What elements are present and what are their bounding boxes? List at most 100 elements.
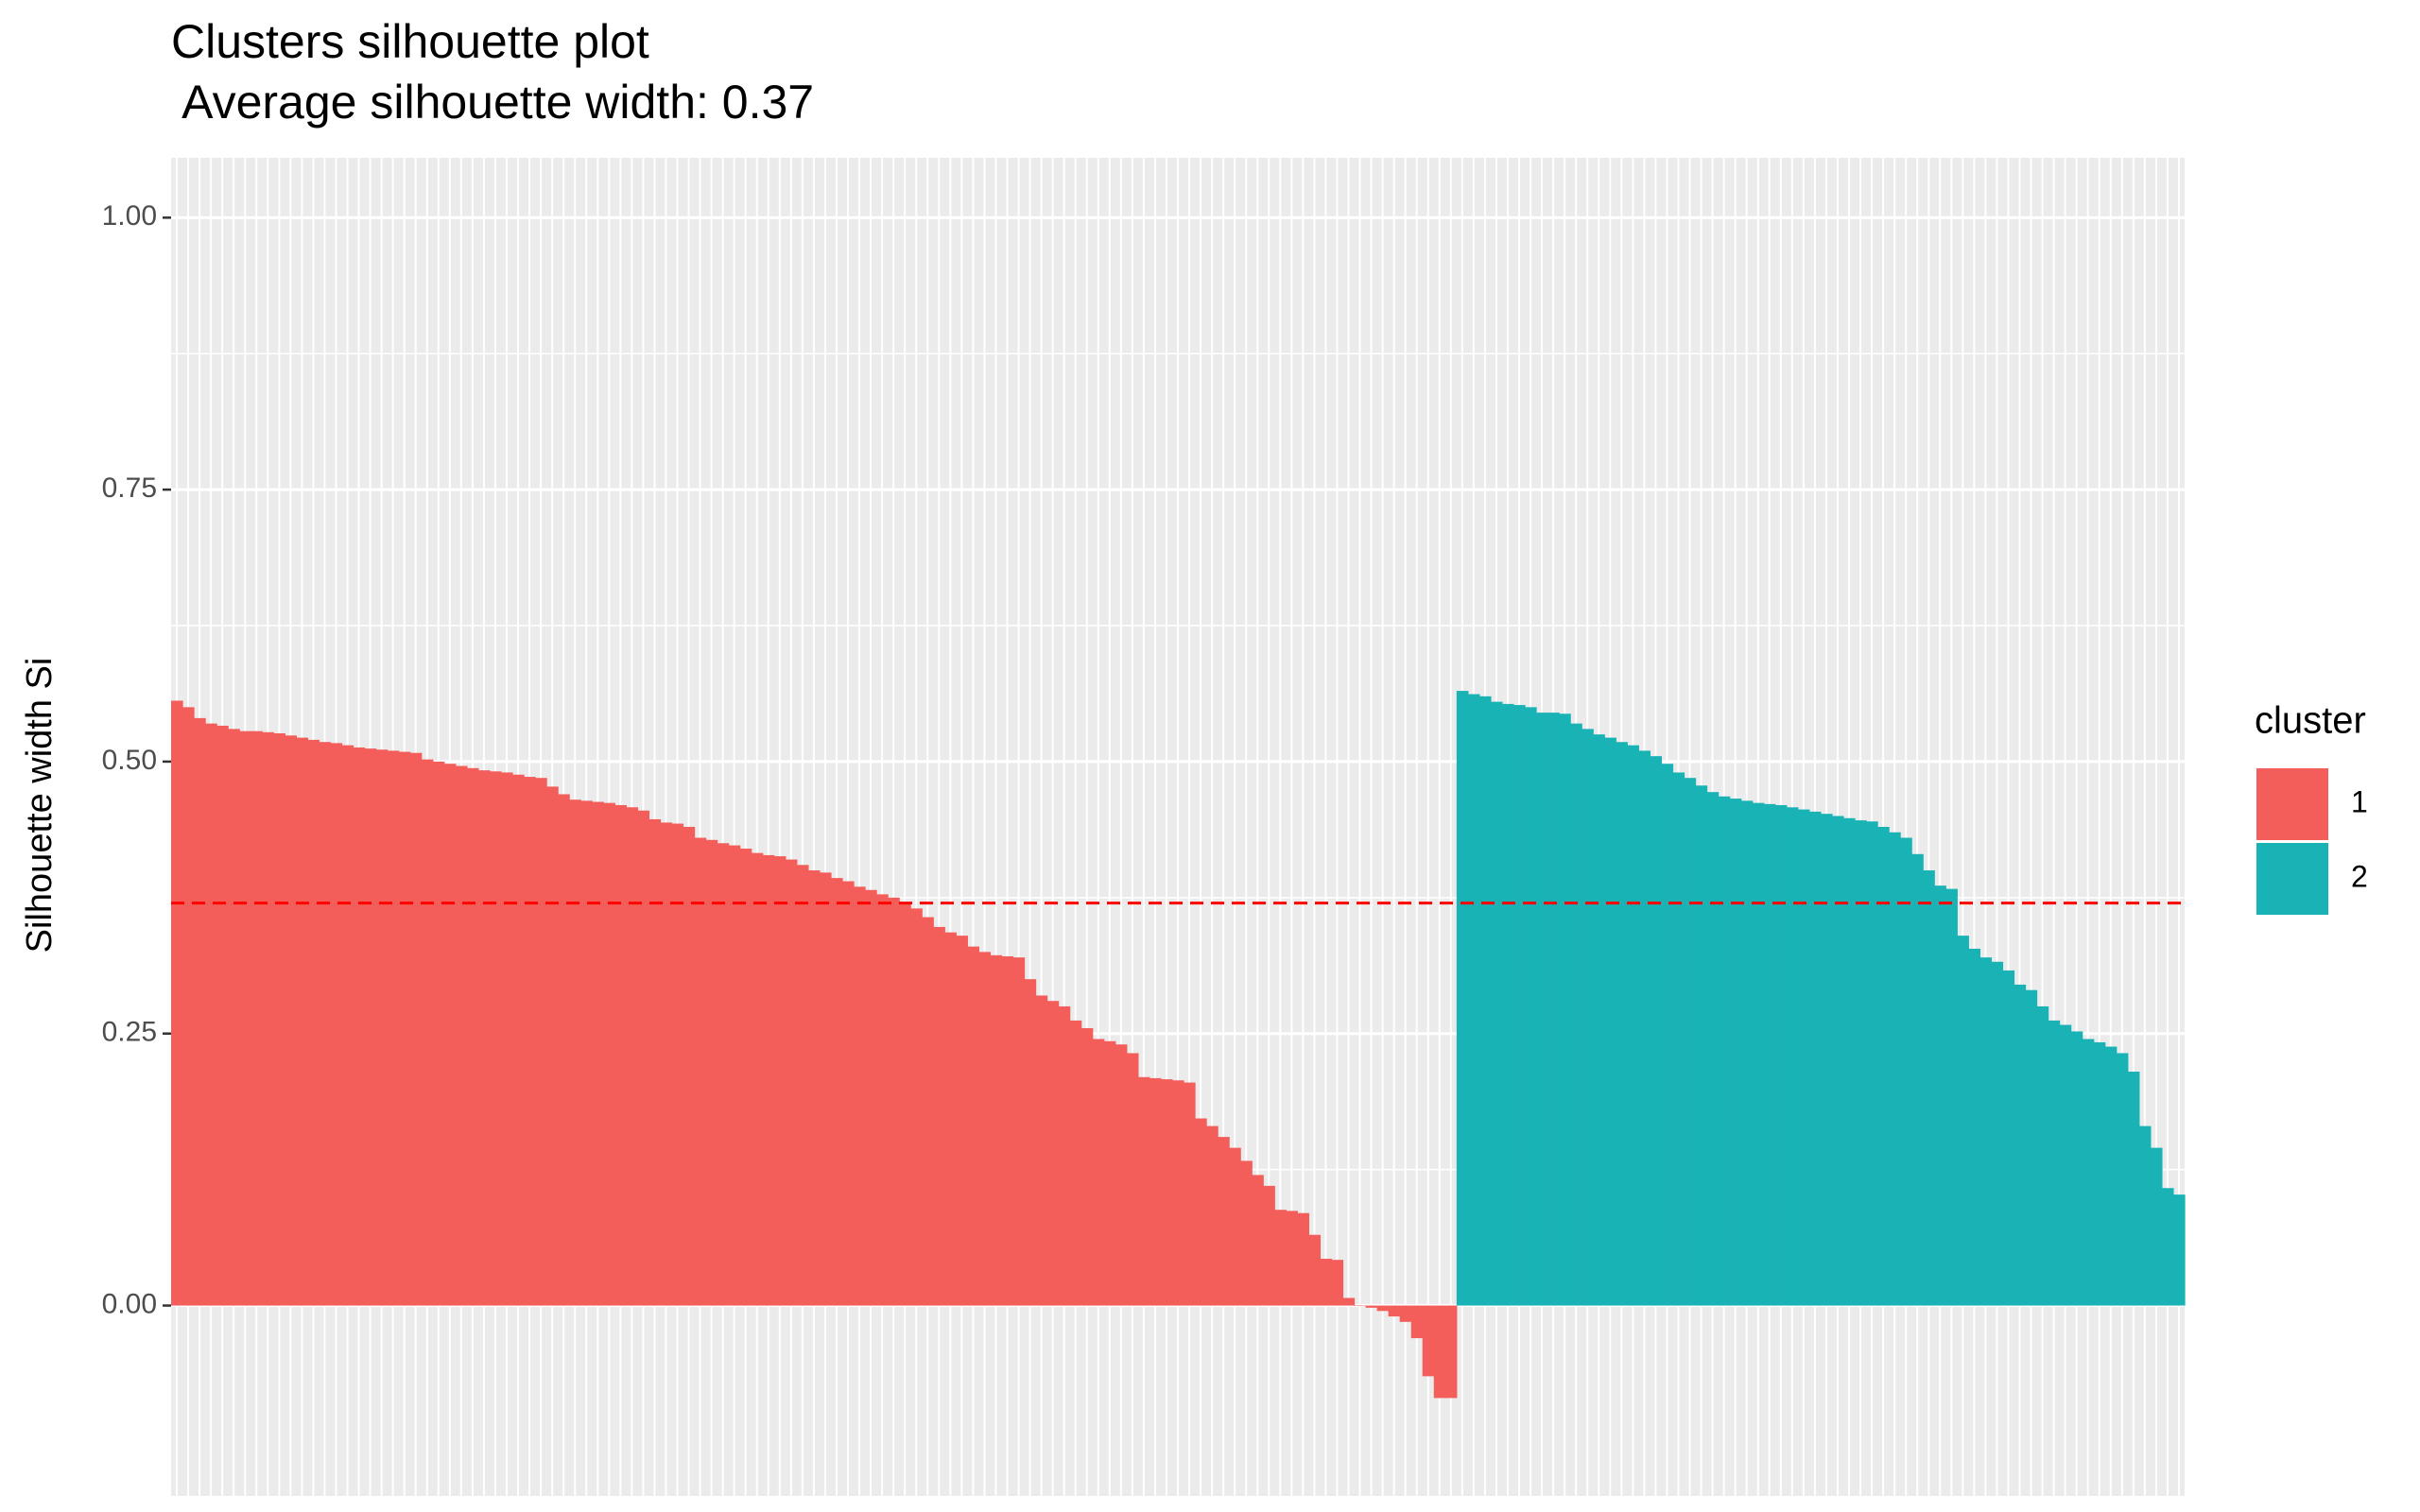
bar [1137, 1076, 1150, 1306]
bar [1661, 764, 1674, 1306]
bar [1240, 1160, 1253, 1306]
bar [1740, 800, 1754, 1306]
bar [1501, 703, 1514, 1306]
bar [1218, 1137, 1230, 1306]
bar [637, 810, 650, 1306]
bar [819, 872, 832, 1306]
bar [1365, 1305, 1378, 1308]
bar [1320, 1259, 1333, 1306]
chart-title: Clusters silhouette plot [171, 15, 649, 68]
bar [216, 725, 229, 1306]
bar [1866, 821, 1878, 1306]
bar [1525, 707, 1537, 1306]
bar [842, 881, 855, 1306]
bar [944, 932, 957, 1306]
bar [1126, 1053, 1139, 1306]
bar [648, 818, 662, 1306]
bar [1752, 802, 1765, 1306]
bar [1160, 1079, 1173, 1306]
bar [1820, 814, 1833, 1306]
bar [1718, 796, 1731, 1306]
bar [580, 800, 593, 1306]
bar [432, 761, 445, 1306]
bar [1513, 705, 1526, 1306]
bar [854, 886, 866, 1306]
bar [614, 804, 627, 1306]
bar [512, 774, 525, 1306]
bar [1604, 737, 1616, 1306]
bar [1570, 723, 1582, 1306]
bar [717, 843, 730, 1306]
bar [421, 759, 434, 1306]
bar [1991, 961, 2004, 1306]
bar [2093, 1041, 2106, 1306]
bar [375, 749, 389, 1306]
bar [1889, 832, 1901, 1306]
bar [1650, 756, 1663, 1306]
bar [1877, 827, 1890, 1306]
bar [830, 878, 843, 1306]
bar [1855, 820, 1867, 1306]
bar [466, 767, 479, 1306]
bar [1263, 1185, 1275, 1306]
bar [671, 823, 684, 1306]
bar [1684, 778, 1697, 1306]
bar [1627, 745, 1639, 1306]
bar [1478, 696, 1492, 1306]
legend-key [2256, 768, 2328, 840]
bar [922, 917, 934, 1306]
bar [865, 889, 877, 1306]
bar [1422, 1305, 1435, 1377]
y-tick-label: 1.00 [102, 200, 157, 232]
bar [1729, 799, 1742, 1306]
bar [1957, 936, 1969, 1306]
bar [1035, 995, 1048, 1306]
bar [1695, 785, 1708, 1306]
bar [728, 845, 741, 1306]
bar [888, 897, 900, 1306]
bar [443, 764, 457, 1306]
bar [683, 827, 696, 1306]
bar [477, 770, 491, 1306]
bar [1195, 1118, 1207, 1306]
bar [1229, 1147, 1241, 1306]
bar [626, 807, 638, 1306]
bar [353, 747, 366, 1306]
bar [319, 742, 332, 1306]
bar [239, 730, 251, 1306]
bar [500, 772, 513, 1306]
bar [1376, 1305, 1390, 1312]
y-tick-label: 0.75 [102, 472, 157, 504]
bar [171, 700, 183, 1306]
bar [1444, 1305, 1458, 1399]
bar [194, 717, 206, 1306]
bar [1046, 1001, 1060, 1306]
bar [535, 778, 547, 1306]
bar [785, 859, 798, 1306]
bar [2014, 984, 2027, 1306]
bar [1080, 1027, 1094, 1306]
bar [1115, 1044, 1128, 1306]
bar [1763, 803, 1776, 1306]
bar [978, 952, 992, 1306]
bar [2082, 1039, 2095, 1306]
bar [1786, 807, 1799, 1306]
bar [1092, 1039, 1105, 1306]
bar [2104, 1046, 2118, 1306]
bar [1536, 713, 1548, 1306]
bar [330, 743, 343, 1306]
bar [1911, 853, 1924, 1306]
bar [1900, 837, 1912, 1306]
bar [694, 837, 707, 1306]
bar [1388, 1305, 1401, 1317]
bar [2025, 989, 2038, 1306]
bar [1024, 979, 1037, 1306]
bar [2172, 1194, 2186, 1306]
bar [1331, 1260, 1344, 1306]
bar [546, 786, 559, 1306]
bar [773, 856, 786, 1306]
bar [398, 751, 411, 1306]
bar [967, 946, 980, 1306]
bar [1456, 691, 1469, 1306]
